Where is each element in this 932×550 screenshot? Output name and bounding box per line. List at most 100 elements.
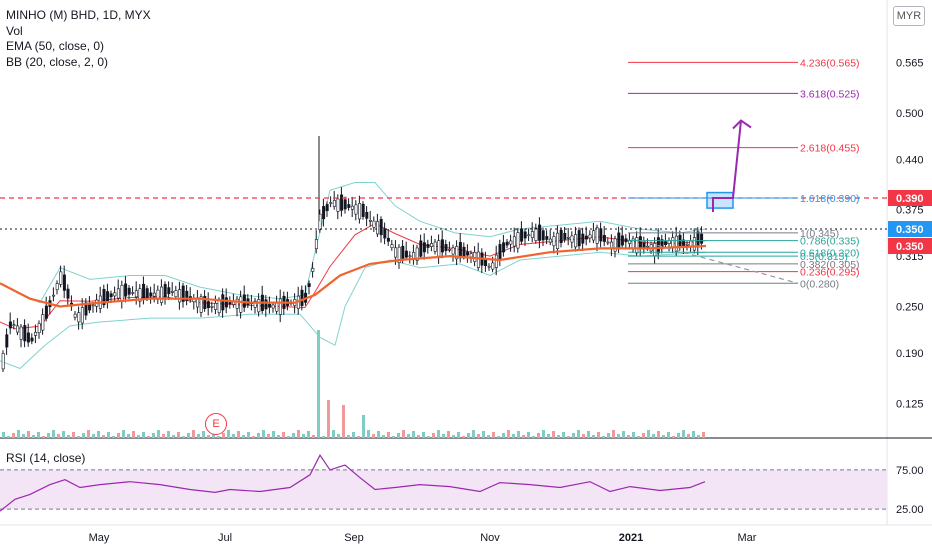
candle-body — [624, 238, 628, 243]
fib-label: 4.236(0.565) — [800, 57, 860, 69]
volume-bar — [497, 436, 500, 438]
fib-label: 1.618(0.390) — [800, 193, 860, 205]
candle-body — [203, 295, 207, 309]
candle-body — [19, 326, 23, 340]
volume-bar — [142, 432, 145, 438]
volume-bar — [372, 434, 375, 438]
volume-bar — [262, 430, 265, 438]
candle-body — [44, 305, 48, 319]
volume-bar — [192, 430, 195, 438]
earnings-marker[interactable]: E — [205, 413, 227, 435]
volume-bar — [307, 431, 310, 438]
currency-button[interactable]: MYR — [893, 6, 925, 26]
volume-bar — [227, 430, 230, 438]
candle-body — [376, 221, 380, 235]
candle-body — [102, 289, 106, 306]
volume-bar — [72, 432, 75, 438]
fib-label: 3.618(0.525) — [800, 88, 860, 100]
volume-bar — [152, 433, 155, 438]
volume-bar — [322, 436, 325, 438]
candle-body — [307, 283, 311, 287]
volume-bar — [557, 435, 560, 438]
volume-bar — [407, 434, 410, 438]
ema-line — [0, 244, 707, 308]
candle-body — [671, 237, 675, 248]
volume-bar — [647, 430, 650, 438]
candle-body — [314, 239, 318, 250]
volume-bar — [427, 436, 430, 438]
time-tick-label: Nov — [480, 532, 500, 544]
candle-body — [257, 299, 261, 313]
candle-body — [26, 332, 30, 343]
volume-bar — [632, 432, 635, 438]
breakout-box — [706, 191, 734, 209]
fib-label: 0.786(0.335) — [800, 236, 860, 248]
candle-body — [444, 244, 448, 251]
volume-bar — [597, 432, 600, 438]
candle-body — [206, 301, 210, 309]
candle-body — [559, 229, 563, 243]
candle-body — [8, 321, 12, 329]
candle-body — [491, 262, 495, 270]
price-badge-label: 0.350 — [896, 224, 924, 236]
fib-label: 0.618(0.320) — [800, 247, 860, 259]
volume-bar — [607, 433, 610, 438]
price-tick-label: 0.190 — [896, 348, 924, 360]
volume-bar — [637, 436, 640, 438]
candle-body — [116, 288, 120, 299]
candle-body — [73, 313, 77, 318]
candle-body — [210, 306, 214, 308]
candle-body — [552, 236, 556, 247]
candle-body — [408, 255, 412, 258]
candle-body — [458, 242, 462, 259]
fib-label: 0.5(0.315) — [800, 251, 848, 263]
volume-bar — [357, 436, 360, 438]
legend-title: MINHO (M) BHD, 1D, MYX — [6, 8, 151, 22]
volume-bar — [257, 433, 260, 438]
volume-bar — [402, 430, 405, 438]
candle-body — [91, 304, 95, 307]
bb-lower-line — [0, 251, 707, 370]
price-badge-label: 0.390 — [896, 193, 924, 205]
volume-bar — [527, 432, 530, 438]
volume-bar — [212, 432, 215, 438]
candle-body — [505, 241, 509, 246]
volume-bar — [352, 432, 355, 438]
candle-body — [430, 243, 434, 247]
volume-bar — [187, 433, 190, 438]
candle-body — [700, 233, 704, 244]
volume-bar — [617, 434, 620, 438]
candle-body — [512, 236, 516, 247]
volume-bar — [702, 432, 705, 438]
candle-body — [221, 294, 225, 311]
volume-bar — [287, 436, 290, 438]
candle-body — [394, 247, 398, 258]
candle-body — [336, 198, 340, 212]
legend-ema: EMA (50, close, 0) — [6, 39, 105, 53]
candle-body — [678, 234, 682, 248]
candle-body — [379, 219, 383, 236]
volume-bar — [297, 430, 300, 438]
projection-line — [639, 240, 799, 284]
candle-body — [278, 298, 282, 315]
candle-body — [548, 238, 552, 243]
candle-body — [368, 220, 372, 222]
volume-bar — [102, 435, 105, 438]
volume-bar — [42, 436, 45, 438]
candle-body — [653, 243, 657, 257]
target-arrow-head — [732, 119, 752, 130]
price-tick-label: 0.125 — [896, 398, 924, 410]
candle-body — [455, 246, 459, 260]
time-tick-label: Jul — [218, 532, 232, 544]
candle-body — [617, 232, 621, 249]
candle-body — [422, 242, 426, 253]
candle-body — [556, 232, 560, 249]
time-tick-label: 2021 — [619, 532, 643, 544]
volume-bar — [217, 436, 220, 438]
candle-body — [62, 274, 66, 291]
volume-bar — [32, 435, 35, 438]
volume-bar — [17, 430, 20, 438]
volume-bar — [472, 430, 475, 438]
candle-body — [224, 297, 228, 308]
